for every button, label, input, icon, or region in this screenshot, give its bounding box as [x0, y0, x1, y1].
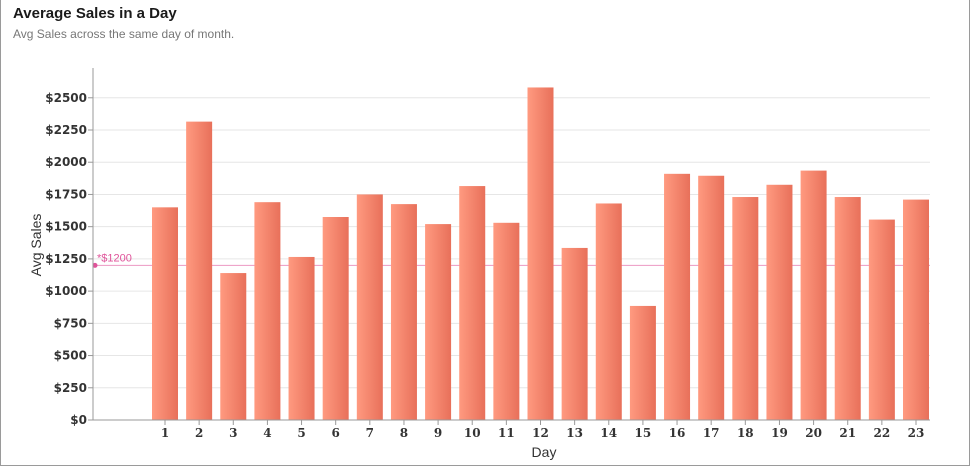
bar-day-1	[152, 207, 178, 420]
bar-day-22	[868, 219, 895, 420]
x-tick-label: 9	[434, 426, 442, 440]
bar-day-12	[527, 87, 554, 420]
bar-day-9	[425, 224, 452, 420]
bar-day-19	[766, 184, 793, 420]
y-tick-label: $2250	[45, 123, 87, 137]
y-tick-label: $1750	[45, 187, 87, 201]
x-tick-label: 16	[669, 426, 686, 440]
x-tick-label: 8	[400, 426, 408, 440]
x-tick-label: 7	[366, 426, 374, 440]
bar-day-23	[903, 199, 929, 420]
x-tick-label: 18	[737, 426, 754, 440]
y-tick-label: $500	[54, 349, 87, 363]
bar-day-4	[254, 202, 281, 420]
chart-subtitle: Avg Sales across the same day of month.	[13, 27, 235, 41]
y-tick-label: $1500	[45, 220, 87, 234]
bar-day-11	[493, 222, 520, 420]
bar-day-2	[186, 121, 213, 420]
bar-day-13	[561, 247, 588, 420]
y-tick-label: $250	[54, 381, 87, 395]
x-tick-label: 4	[263, 426, 271, 440]
reference-line-label: *$1200	[97, 252, 132, 264]
reference-marker	[92, 262, 98, 268]
chart-title: Average Sales in a Day	[13, 5, 177, 22]
y-tick-label: $2000	[45, 155, 87, 169]
x-tick-label: 12	[532, 426, 549, 440]
x-tick-label: 21	[839, 426, 856, 440]
bar-day-21	[834, 197, 861, 420]
x-axis-title: Day	[532, 444, 557, 460]
y-tick-label: $0	[70, 413, 87, 427]
bar-day-15	[629, 305, 656, 420]
x-tick-label: 13	[566, 426, 583, 440]
bar-day-20	[800, 170, 827, 420]
x-tick-label: 10	[464, 426, 481, 440]
x-tick-label: 11	[498, 426, 515, 440]
y-tick-label: $750	[54, 316, 87, 330]
x-tick-label: 19	[771, 426, 788, 440]
x-tick-label: 23	[908, 426, 925, 440]
bar-day-14	[595, 203, 622, 420]
x-tick-label: 14	[600, 426, 617, 440]
x-tick-label: 6	[332, 426, 340, 440]
bar-day-6	[322, 217, 349, 420]
bar-day-3	[220, 273, 247, 420]
x-tick-label: 3	[229, 426, 237, 440]
bar-day-7	[356, 194, 383, 420]
bar-day-17	[698, 175, 725, 420]
x-tick-label: 15	[635, 426, 652, 440]
x-tick-label: 20	[805, 426, 822, 440]
x-tick-label: 2	[195, 426, 203, 440]
y-tick-label: $1250	[45, 252, 87, 266]
bar-day-18	[732, 197, 759, 420]
y-tick-label: $2500	[45, 91, 87, 105]
bar-day-8	[390, 204, 417, 420]
bar-day-10	[459, 186, 486, 420]
x-tick-label: 17	[703, 426, 720, 440]
x-tick-label: 1	[161, 426, 169, 440]
y-tick-label: $1000	[45, 284, 87, 298]
x-tick-label: 22	[874, 426, 891, 440]
y-axis-title: Avg Sales	[28, 214, 44, 277]
axes: $0 $250 $500 $750 $1000 $1250 $1500 $1750 $2000 $…	[45, 68, 930, 440]
bar-day-5	[288, 256, 315, 420]
x-tick-label: 5	[297, 426, 305, 440]
bar-day-16	[664, 173, 691, 420]
bars	[152, 87, 929, 420]
